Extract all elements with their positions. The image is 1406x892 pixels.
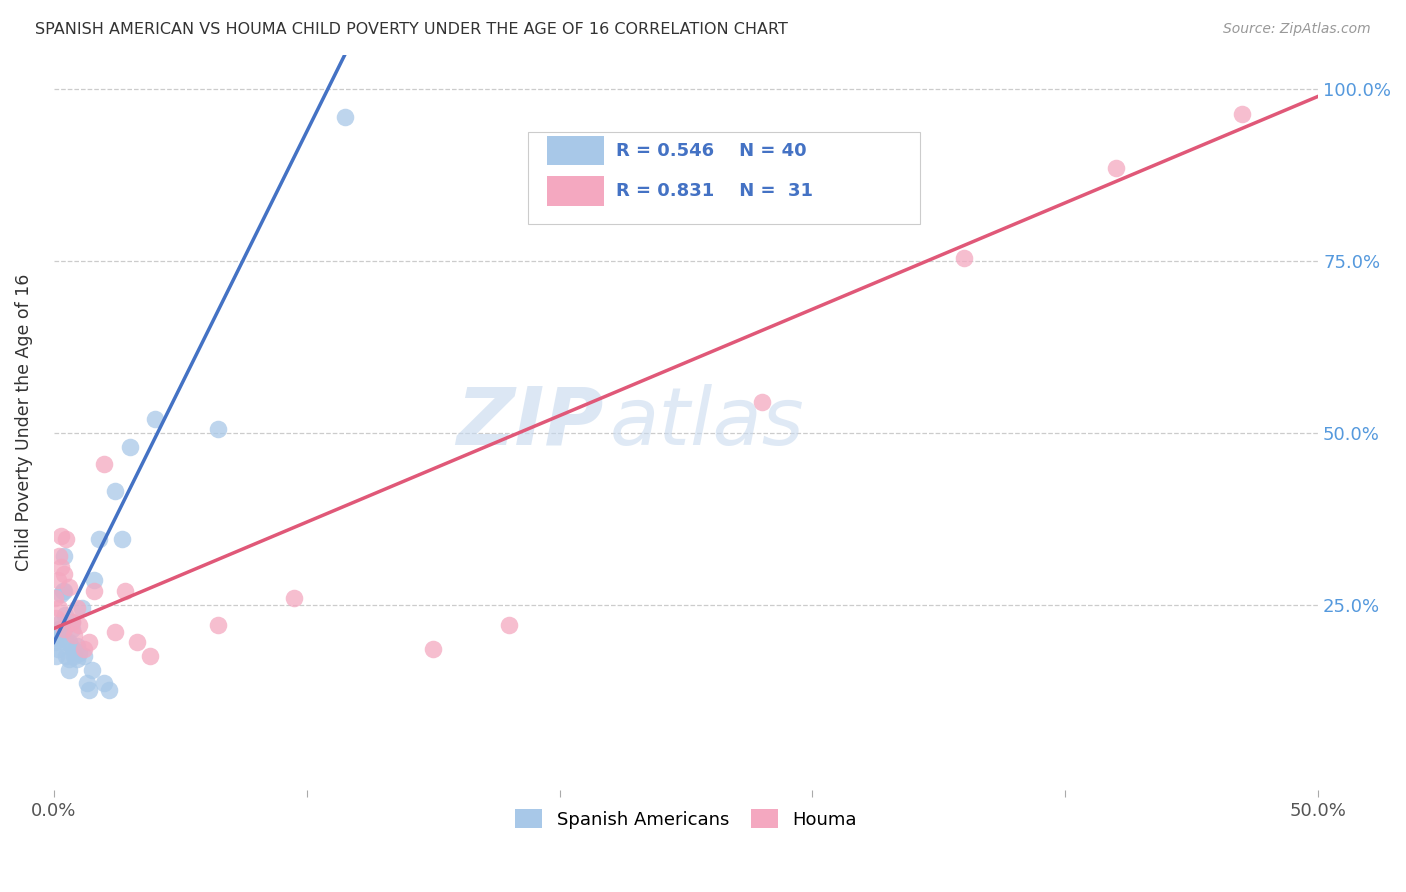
Point xyxy=(48,622,70,636)
Point xyxy=(953,251,976,265)
Point xyxy=(53,607,76,622)
Point xyxy=(48,632,70,646)
Point xyxy=(67,646,90,660)
Point xyxy=(98,683,121,698)
Point xyxy=(103,624,125,639)
Point xyxy=(51,615,73,629)
Text: SPANISH AMERICAN VS HOUMA CHILD POVERTY UNDER THE AGE OF 16 CORRELATION CHART: SPANISH AMERICAN VS HOUMA CHILD POVERTY … xyxy=(35,22,787,37)
Point xyxy=(333,110,356,124)
Point xyxy=(70,601,93,615)
Point xyxy=(114,583,136,598)
Point xyxy=(65,639,87,653)
Point xyxy=(65,652,87,666)
FancyBboxPatch shape xyxy=(547,177,603,206)
Point xyxy=(51,559,73,574)
Point xyxy=(51,587,73,601)
Point xyxy=(62,642,84,657)
Point xyxy=(143,412,166,426)
Point xyxy=(63,648,86,663)
Point xyxy=(52,583,75,598)
Point xyxy=(51,529,73,543)
Point xyxy=(60,615,83,629)
Legend: Spanish Americans, Houma: Spanish Americans, Houma xyxy=(508,802,865,836)
Point xyxy=(63,628,86,642)
Point xyxy=(73,642,96,657)
Point xyxy=(103,484,125,499)
Point xyxy=(45,611,67,625)
Point xyxy=(1105,161,1128,176)
Point xyxy=(58,652,80,666)
Point xyxy=(49,622,72,636)
Point xyxy=(44,591,66,605)
Point xyxy=(55,618,77,632)
Point xyxy=(46,642,69,657)
Point xyxy=(58,580,80,594)
Point xyxy=(60,622,83,636)
Point xyxy=(127,635,149,649)
FancyBboxPatch shape xyxy=(547,136,603,165)
FancyBboxPatch shape xyxy=(527,132,920,224)
Point xyxy=(58,635,80,649)
Point xyxy=(55,648,77,663)
Point xyxy=(60,615,83,629)
Point xyxy=(58,663,80,677)
Text: R = 0.831    N =  31: R = 0.831 N = 31 xyxy=(616,182,814,200)
Text: atlas: atlas xyxy=(610,384,804,461)
Point xyxy=(67,618,90,632)
Point xyxy=(44,635,66,649)
Y-axis label: Child Poverty Under the Age of 16: Child Poverty Under the Age of 16 xyxy=(15,274,32,571)
Point xyxy=(207,422,229,436)
Point xyxy=(111,533,134,547)
Point xyxy=(118,440,141,454)
Point xyxy=(65,601,87,615)
Point xyxy=(83,583,105,598)
Point xyxy=(83,574,105,588)
Point xyxy=(751,395,773,409)
Text: R = 0.546    N = 40: R = 0.546 N = 40 xyxy=(616,142,807,160)
Point xyxy=(46,574,69,588)
Point xyxy=(207,618,229,632)
Point xyxy=(80,663,103,677)
Point xyxy=(45,648,67,663)
Point xyxy=(89,533,111,547)
Point xyxy=(52,549,75,564)
Point xyxy=(139,648,162,663)
Point xyxy=(55,533,77,547)
Point xyxy=(52,566,75,581)
Point xyxy=(1232,106,1254,120)
Point xyxy=(283,591,305,605)
Point xyxy=(52,583,75,598)
Point xyxy=(48,601,70,615)
Point xyxy=(76,676,98,690)
Point xyxy=(93,676,115,690)
Point xyxy=(73,648,96,663)
Point xyxy=(422,642,444,657)
Text: ZIP: ZIP xyxy=(457,384,603,461)
Point xyxy=(77,635,100,649)
Point xyxy=(77,683,100,698)
Point xyxy=(52,622,75,636)
Text: Source: ZipAtlas.com: Source: ZipAtlas.com xyxy=(1223,22,1371,37)
Point xyxy=(498,618,520,632)
Point xyxy=(48,549,70,564)
Point xyxy=(55,635,77,649)
Point xyxy=(93,457,115,471)
